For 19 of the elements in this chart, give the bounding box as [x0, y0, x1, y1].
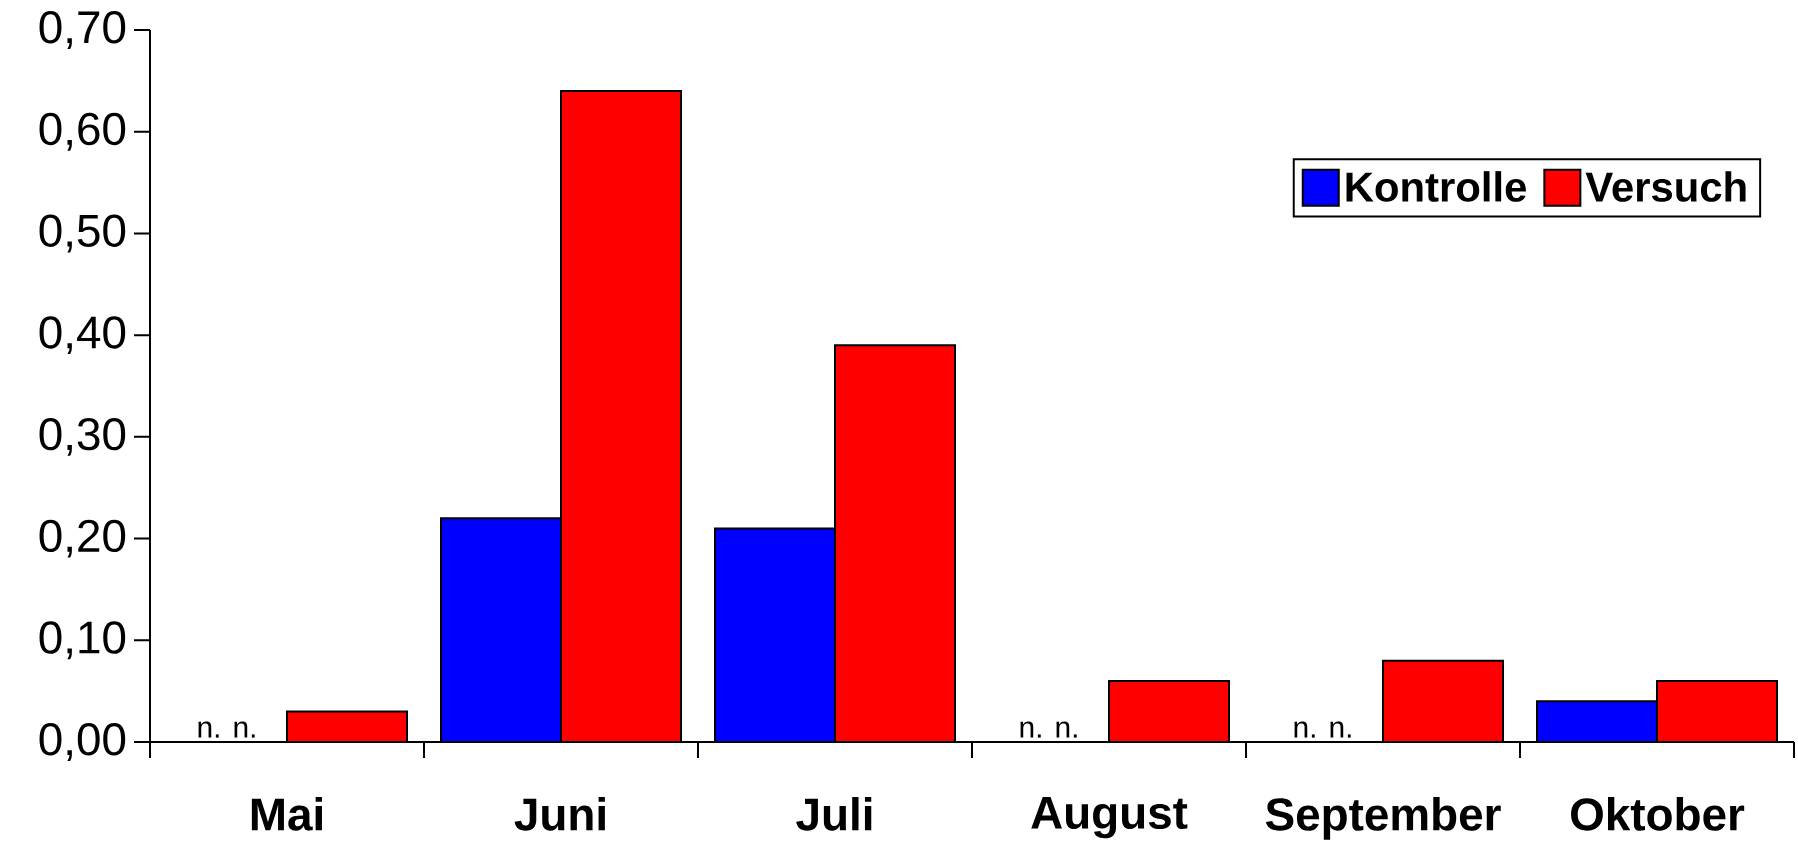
x-tick-label: Oktober: [1571, 797, 1745, 831]
legend-label: Versuch: [1585, 171, 1746, 202]
annotation: n. n.: [1020, 721, 1077, 738]
x-tick-label: Juli: [796, 797, 872, 831]
y-tick-label: 0,20: [39, 519, 126, 558]
y-tick-label: 0,50: [39, 214, 126, 253]
annotation: n. n.: [198, 721, 255, 738]
legend-label: Kontrolle: [1346, 171, 1526, 202]
x-tick-label: Mai: [251, 797, 322, 831]
y-tick-label: 0,10: [39, 621, 126, 660]
y-tick-label: 0,60: [39, 112, 126, 151]
y-tick-label: 0,30: [39, 417, 126, 456]
y-tick-label: 0,00: [39, 723, 126, 761]
x-tick-label: September: [1265, 797, 1501, 840]
x-tick-label: Juni: [514, 797, 605, 831]
y-tick-label: 0,40: [39, 316, 126, 355]
annotation: n. n.: [1294, 721, 1351, 738]
y-tick-label: 0,70: [39, 11, 126, 49]
x-tick-label: August: [1031, 797, 1188, 839]
